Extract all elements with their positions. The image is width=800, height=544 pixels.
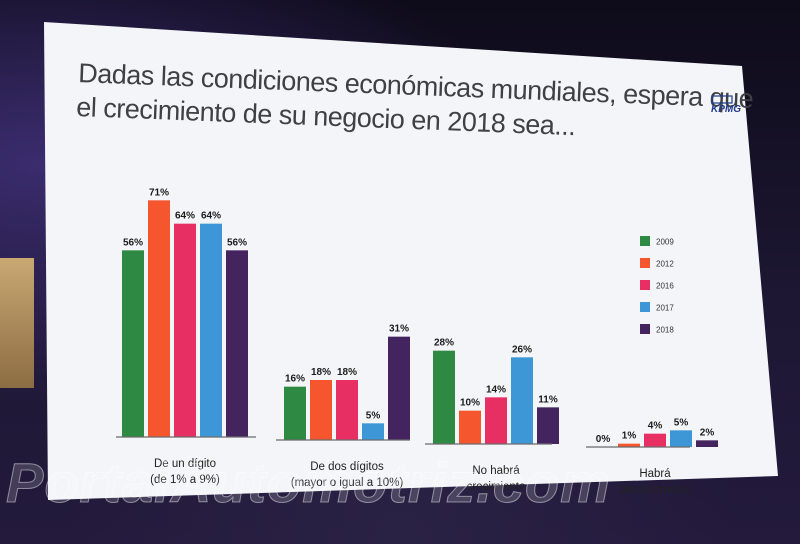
- bar-value-label: 71%: [149, 187, 169, 198]
- category-label-line-2: (mayor o igual a 10%): [291, 477, 404, 489]
- bar-value-label: 10%: [460, 398, 480, 409]
- legend-label: 2018: [656, 326, 674, 335]
- category-label-line-1: No habrá: [472, 465, 520, 477]
- category-label-line-1: De un dígito: [154, 458, 216, 470]
- chart-legend: 2009 2012 2016 2017 2018: [640, 236, 674, 335]
- bar-value-label: 26%: [512, 344, 532, 355]
- legend-swatch: [640, 302, 650, 312]
- category-label-line-1: De dos dígitos: [310, 461, 384, 473]
- bar-2016: [485, 397, 507, 444]
- bar-2018: [388, 336, 410, 440]
- bar-value-label: 56%: [227, 237, 247, 248]
- bar-2016: [174, 223, 196, 437]
- category-label-line-1: Habrá: [639, 468, 671, 480]
- category-label-line-2: (de 1% a 9%): [150, 474, 220, 486]
- bar-value-label: 18%: [337, 367, 357, 378]
- bar-2018: [226, 250, 248, 437]
- kpmg-logo-mark: [711, 95, 733, 104]
- legend-swatch: [640, 236, 650, 246]
- bar-value-label: 1%: [622, 431, 637, 442]
- bar-chart: 56% 71% 64% 64% 56% 16% 18% 18% 5% 31% 28% 10% 14% 26…: [116, 187, 718, 496]
- legend-swatch: [640, 280, 650, 290]
- bar-2012: [310, 380, 332, 440]
- bar-value-label: 18%: [311, 367, 331, 378]
- bar-value-label: 4%: [648, 421, 663, 432]
- legend-swatch: [640, 258, 650, 268]
- bar-value-label: 14%: [486, 384, 506, 395]
- bar-2018: [696, 440, 718, 447]
- kpmg-logo-text: KPMG: [711, 104, 741, 115]
- bar-2009: [122, 250, 144, 437]
- category-label-line-2: crecimiento: [467, 481, 526, 493]
- bar-value-label: 56%: [123, 237, 143, 248]
- bar-2012: [459, 410, 481, 444]
- legend-label: 2016: [656, 282, 674, 291]
- bar-2017: [362, 423, 384, 440]
- legend-label: 2012: [656, 260, 674, 269]
- category-label-line-2: decrecimiento: [619, 484, 691, 496]
- bar-value-label: 31%: [389, 324, 409, 335]
- stage-podium: [0, 258, 34, 388]
- chart-category-labels: De un dígito (de 1% a 9%) De dos dígitos (m…: [150, 458, 691, 496]
- kpmg-logo: KPMG: [711, 95, 741, 115]
- chart-bars: [122, 200, 718, 447]
- bar-2018: [537, 407, 559, 444]
- bar-value-label: 64%: [201, 211, 221, 222]
- chart-axis-lines: [116, 436, 690, 448]
- bar-2016: [644, 433, 666, 447]
- bar-value-label: 64%: [175, 211, 195, 222]
- chart-value-labels: 56% 71% 64% 64% 56% 16% 18% 18% 5% 31% 28% 10% 14% 26…: [123, 187, 714, 445]
- bar-value-label: 28%: [434, 338, 454, 349]
- bar-2017: [670, 430, 692, 447]
- bar-2017: [511, 357, 533, 444]
- bar-2017: [200, 223, 222, 437]
- legend-label: 2009: [656, 238, 674, 247]
- bar-value-label: 11%: [538, 394, 558, 405]
- bar-value-label: 5%: [366, 410, 381, 421]
- bar-2009: [284, 386, 306, 440]
- bar-value-label: 2%: [700, 427, 715, 438]
- bar-2012: [148, 200, 170, 437]
- bar-value-label: 5%: [674, 417, 689, 428]
- bar-2012: [618, 443, 640, 447]
- legend-swatch: [640, 324, 650, 334]
- bar-value-label: 16%: [285, 374, 305, 385]
- bar-value-label: 0%: [596, 434, 611, 445]
- legend-label: 2017: [656, 304, 674, 313]
- bar-2009: [433, 350, 455, 444]
- bar-2016: [336, 380, 358, 440]
